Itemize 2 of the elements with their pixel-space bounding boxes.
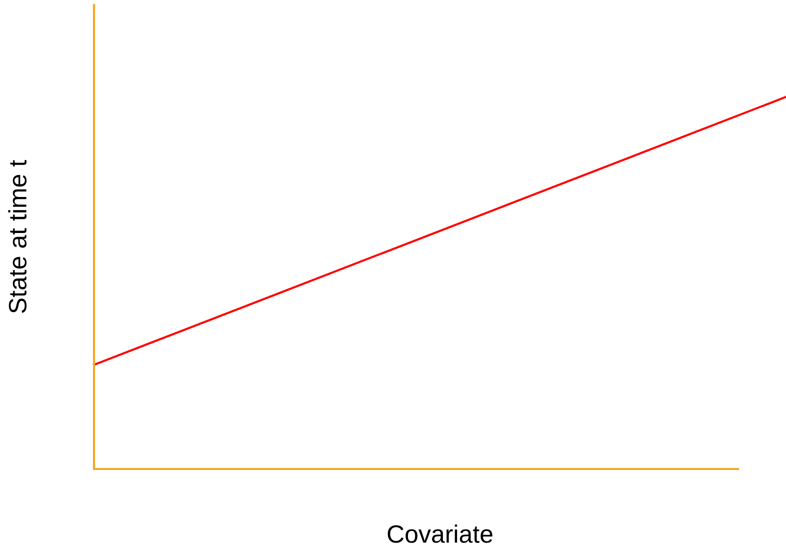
y-axis-title: State at time t — [8, 160, 27, 313]
x-axis-title: Covariate — [388, 524, 492, 543]
